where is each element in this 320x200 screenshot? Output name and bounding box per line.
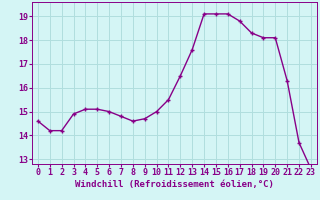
X-axis label: Windchill (Refroidissement éolien,°C): Windchill (Refroidissement éolien,°C) [75, 180, 274, 189]
